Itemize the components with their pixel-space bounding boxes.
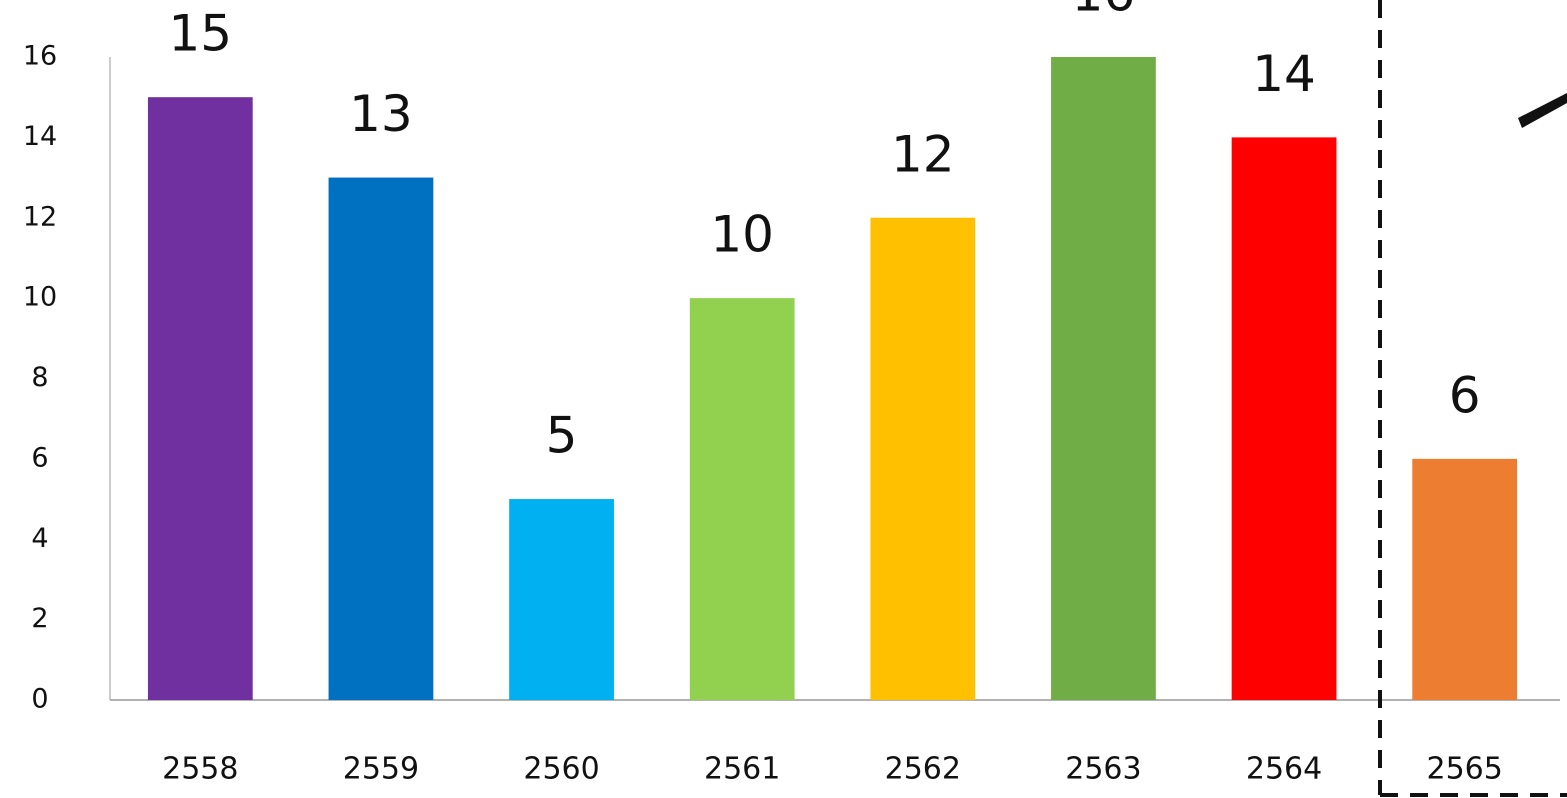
bar [1231, 137, 1337, 700]
value-label: 13 [349, 85, 413, 143]
y-tick-label: 8 [31, 362, 48, 393]
y-tick-label: 6 [31, 442, 48, 473]
value-label: 15 [169, 5, 233, 63]
y-tick-label: 2 [31, 603, 48, 634]
x-tick-label: 2561 [704, 752, 780, 787]
x-tick-label: 2565 [1427, 752, 1503, 787]
x-tick-label: 2564 [1246, 752, 1322, 787]
value-label: 5 [546, 407, 578, 465]
arrow [1518, 93, 1567, 128]
x-tick-label: 2558 [162, 752, 238, 787]
bar [689, 298, 795, 700]
x-tick-label: 2562 [885, 752, 961, 787]
y-tick-label: 14 [23, 121, 57, 152]
value-label: 16 [1072, 0, 1136, 23]
bar [1051, 57, 1156, 700]
bar [328, 177, 434, 700]
value-label: 12 [891, 125, 955, 183]
y-tick-label: 0 [31, 684, 48, 715]
y-tick-label: 4 [31, 523, 48, 554]
bar [147, 97, 253, 700]
value-label: 10 [710, 206, 774, 264]
y-tick-label: 12 [23, 201, 57, 232]
bar [870, 217, 976, 700]
x-tick-label: 2559 [343, 752, 419, 787]
bar [509, 499, 614, 700]
bar [1412, 458, 1518, 700]
y-tick-label: 16 [23, 41, 57, 72]
x-tick-label: 2560 [523, 752, 599, 787]
y-tick-label: 10 [23, 282, 57, 313]
value-label: 6 [1449, 366, 1481, 424]
value-label: 14 [1252, 45, 1316, 103]
x-tick-label: 2563 [1065, 752, 1141, 787]
